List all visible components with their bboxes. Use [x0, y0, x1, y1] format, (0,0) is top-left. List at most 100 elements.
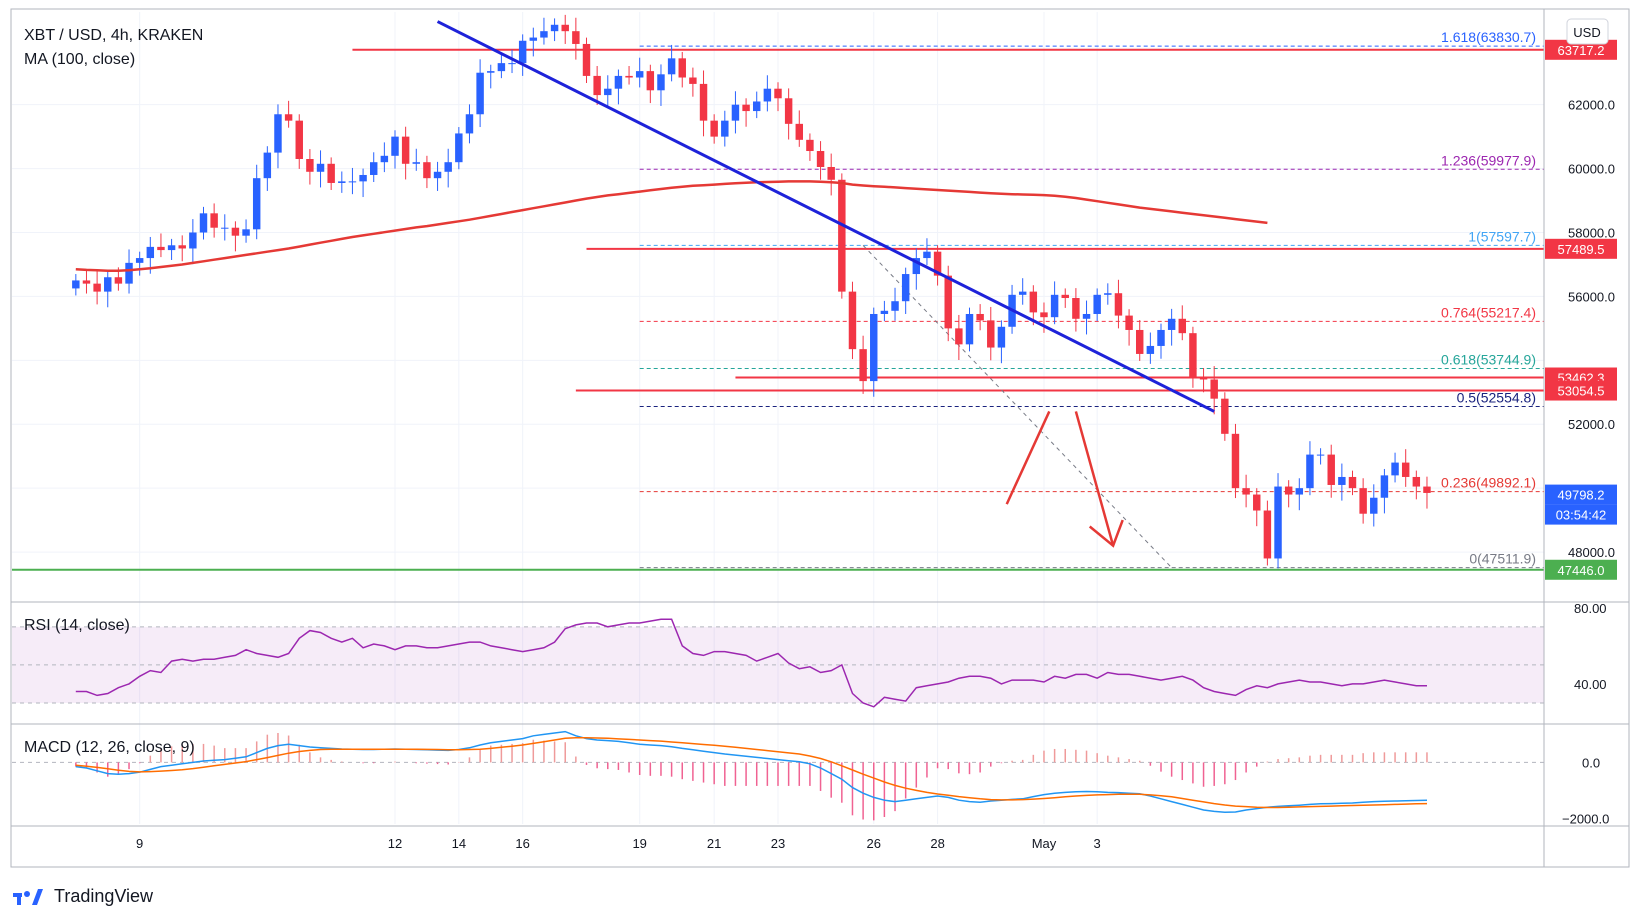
- candle: [923, 238, 931, 266]
- time-tick-label: 16: [515, 836, 529, 851]
- candle: [848, 281, 857, 360]
- candle: [838, 173, 846, 299]
- price-badge-label: 49798.2: [1558, 488, 1605, 503]
- candle-body: [529, 37, 538, 41]
- candle: [1146, 332, 1155, 364]
- price-tick-label: 56000.0: [1568, 289, 1615, 304]
- candle-body: [1391, 462, 1399, 476]
- candle: [891, 287, 899, 321]
- candle-body: [965, 313, 974, 345]
- ma-legend[interactable]: MA (100, close): [24, 51, 135, 68]
- overlays-front: [436, 20, 1215, 548]
- price-badge-bg: [1545, 39, 1617, 60]
- candle-body: [274, 114, 282, 153]
- ma100-series-line: [75, 180, 1268, 273]
- candle-body: [189, 232, 197, 249]
- candle-body: [848, 291, 857, 350]
- candle-body: [838, 179, 846, 292]
- currency-label: USD: [1573, 25, 1600, 40]
- price-badge-label: 63717.2: [1558, 43, 1605, 58]
- rsi-tick-label: 40.00: [1574, 677, 1607, 692]
- candle-body: [997, 326, 1006, 348]
- candle-body: [604, 88, 612, 96]
- candle-body: [689, 77, 697, 84]
- candle: [338, 171, 346, 193]
- candle: [678, 51, 686, 88]
- overlays-back: [12, 45, 1544, 571]
- candle: [1316, 448, 1325, 465]
- candle-body: [774, 88, 782, 99]
- candle: [423, 155, 431, 189]
- candle-body: [327, 163, 335, 183]
- time-axis[interactable]: 9 12 14 16 19 21 23 26 28 May 3: [136, 836, 1101, 851]
- candle-body: [508, 63, 516, 65]
- candle-body: [316, 163, 325, 172]
- candle-body: [412, 162, 421, 164]
- candle-body: [359, 174, 367, 182]
- candle: [1423, 476, 1431, 509]
- candle-body: [263, 152, 272, 179]
- time-tick-label: 9: [136, 836, 143, 851]
- candle-body: [1401, 462, 1410, 477]
- candle: [625, 66, 633, 85]
- candle: [401, 126, 410, 180]
- candle: [1221, 392, 1229, 441]
- price-axis[interactable]: 62000.0 60000.0 58000.0 56000.0 52000.0 48000…: [1562, 98, 1615, 827]
- candle: [1199, 367, 1208, 393]
- candle: [1391, 452, 1399, 483]
- candle: [476, 59, 484, 128]
- macd-legend[interactable]: MACD (12, 26, close, 9): [24, 739, 195, 756]
- candle-body: [710, 120, 718, 137]
- candle-body: [901, 274, 910, 302]
- candle-body: [114, 277, 123, 284]
- candle-body: [1338, 476, 1346, 485]
- candle: [593, 66, 601, 105]
- fib-level-label: 0(47511.9): [1469, 551, 1536, 567]
- fib-labels: 1.618(63830.7) 1.236(59977.9) 1(57597.7) 0.…: [1441, 29, 1536, 566]
- macd-signal-line: [75, 737, 1428, 809]
- candle: [529, 27, 538, 57]
- candle-body: [1306, 454, 1314, 489]
- candle-body: [210, 213, 218, 228]
- candle-body: [231, 227, 240, 236]
- candle-body: [731, 104, 740, 121]
- candle-body: [1210, 379, 1218, 399]
- macd-tick-label: 0.0: [1582, 755, 1600, 770]
- candle-body: [167, 245, 176, 251]
- candle-body: [1295, 488, 1304, 495]
- candle: [306, 149, 314, 185]
- candle: [1040, 302, 1048, 333]
- candle-body: [518, 40, 527, 64]
- candle: [1029, 285, 1038, 326]
- candle: [104, 270, 112, 308]
- candle: [497, 53, 506, 79]
- arrow-down-line: [1074, 411, 1115, 547]
- brand[interactable]: TradingView: [12, 884, 153, 908]
- symbol-legend[interactable]: XBT / USD, 4h, KRAKEN: [24, 27, 203, 44]
- candle-body: [72, 280, 80, 289]
- candle-body: [870, 313, 878, 382]
- candle: [774, 82, 782, 112]
- candle-body: [104, 277, 112, 292]
- candle-body: [1050, 294, 1059, 318]
- price-badge-label: 03:54:42: [1556, 508, 1607, 523]
- price-tick-label: 48000.0: [1568, 545, 1615, 560]
- candle-body: [1146, 345, 1155, 354]
- candle: [221, 214, 229, 241]
- candle-body: [891, 301, 899, 311]
- candle: [572, 17, 580, 60]
- candle: [699, 70, 708, 137]
- candle-body: [1231, 433, 1240, 489]
- rsi-band: [12, 626, 1544, 704]
- currency-button[interactable]: USD: [1566, 18, 1609, 45]
- candle: [870, 307, 878, 397]
- price-badge: 03:54:42: [1545, 504, 1617, 525]
- candle-body: [1157, 329, 1165, 346]
- candle-body: [125, 262, 133, 284]
- macd-tick-label: −2000.0: [1562, 811, 1609, 826]
- candle: [540, 17, 548, 45]
- price-badge: 53054.5: [1545, 380, 1617, 401]
- rsi-legend[interactable]: RSI (14, close): [24, 617, 130, 634]
- candle: [1412, 470, 1421, 500]
- candle: [933, 245, 942, 286]
